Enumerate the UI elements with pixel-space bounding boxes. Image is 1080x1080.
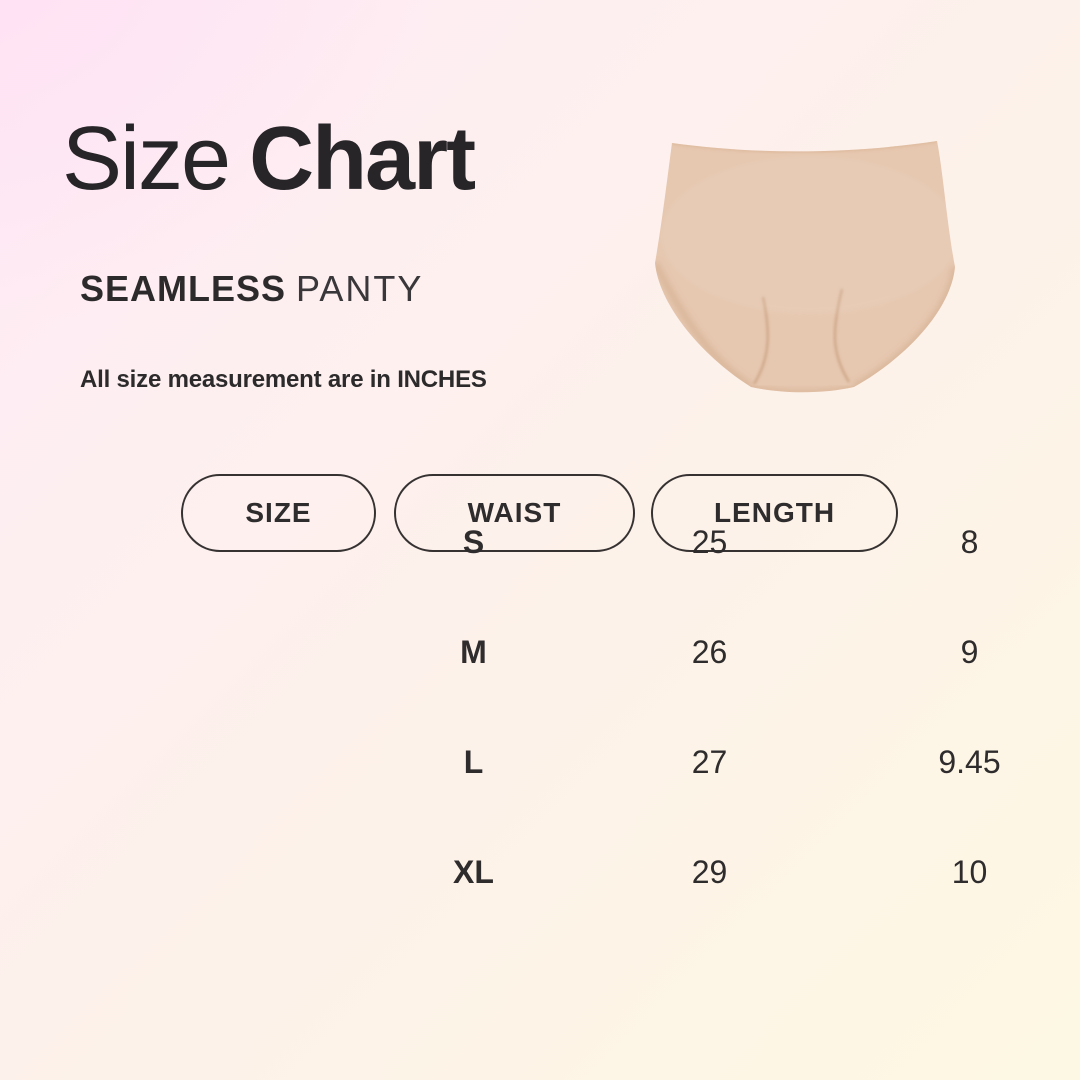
page-title-bold: Chart xyxy=(249,109,476,209)
product-subtitle-bold: SEAMLESS xyxy=(80,268,287,309)
cell-waist-xl: 29 xyxy=(691,853,728,890)
cell-waist-m: 26 xyxy=(691,633,728,670)
cell-size-m: M xyxy=(460,633,487,670)
cell-size-s: S xyxy=(462,523,485,560)
units-note: All size measurement are in INCHES xyxy=(80,366,487,393)
product-subtitle-regular: PANTY xyxy=(296,268,424,309)
panty-left-edge-shadow xyxy=(655,261,754,390)
table-row-xl: XL 29 10 xyxy=(376,817,1080,927)
cell-size-l: L xyxy=(463,743,484,780)
cell-length-l: 9.45 xyxy=(938,743,1001,780)
header-label-waist: WAIST xyxy=(467,497,562,528)
table-row-m: M 26 9 xyxy=(376,597,1080,707)
header-pill-length: LENGTH xyxy=(651,474,898,552)
product-subtitle: SEAMLESS PANTY xyxy=(80,268,423,310)
page-title-regular: Size xyxy=(62,109,231,209)
header-pill-waist: WAIST xyxy=(394,474,635,552)
cell-size-xl: XL xyxy=(453,853,494,890)
panty-product-image xyxy=(630,95,1010,425)
panty-right-edge-shadow xyxy=(852,266,955,391)
table-row-l: L 27 9.45 xyxy=(376,707,1080,817)
panty-crotch-shadow xyxy=(750,384,855,393)
table-row-s: S 25 8 xyxy=(376,487,1080,597)
size-table-body: S 25 8 M 26 9 L 27 9.45 XL 29 10 xyxy=(376,487,1080,927)
cell-length-m: 9 xyxy=(960,633,979,670)
panty-fabric-highlight xyxy=(660,155,955,315)
cell-waist-s: 25 xyxy=(691,523,728,560)
size-table: SIZE WAIST LENGTH S 25 8 M 26 9 L 27 xyxy=(181,474,1001,927)
header-label-size: SIZE xyxy=(245,497,312,528)
header-label-length: LENGTH xyxy=(713,497,836,528)
panty-illustration xyxy=(655,141,955,393)
cell-length-s: 8 xyxy=(960,523,979,560)
cell-waist-l: 27 xyxy=(691,743,728,780)
size-table-header: SIZE WAIST LENGTH xyxy=(181,474,898,927)
header-pill-size: SIZE xyxy=(181,474,376,552)
cell-length-xl: 10 xyxy=(951,853,988,890)
page-title: Size Chart xyxy=(62,109,476,209)
